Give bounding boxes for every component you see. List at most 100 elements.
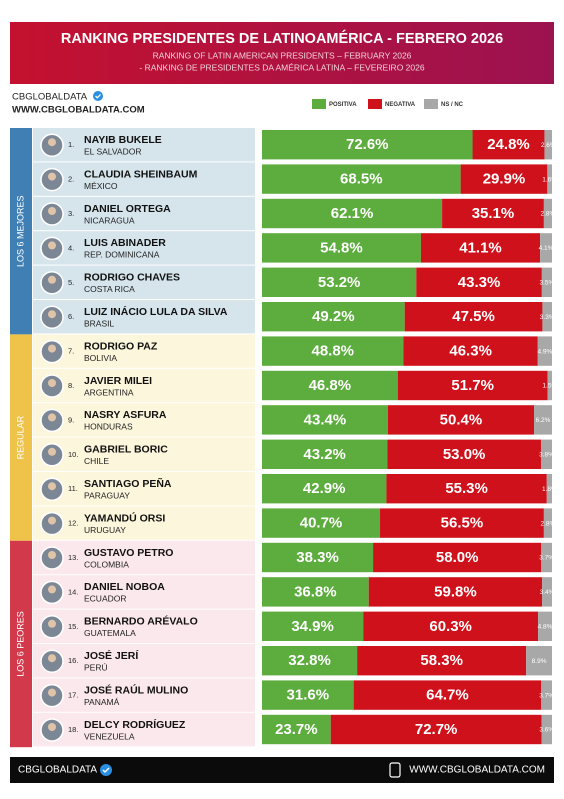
- avatar-head: [48, 654, 56, 663]
- value-label: 41.1%: [459, 239, 502, 256]
- rank: 12.: [68, 519, 78, 528]
- rank: 6.: [68, 312, 74, 321]
- bar-segment: [541, 267, 552, 297]
- bar-segment: [262, 302, 405, 332]
- bar-segment: [262, 577, 369, 607]
- country: GUATEMALA: [84, 628, 136, 638]
- avatar-head: [48, 516, 56, 525]
- group-label: LOS 6 PEORES: [15, 611, 25, 677]
- bar-segment: [262, 164, 461, 194]
- legend: POSITIVA NEGATIVA NS / NC: [312, 99, 464, 109]
- bar-segment: [460, 164, 548, 194]
- value-label: 3.8%: [539, 452, 554, 459]
- row-background: [33, 472, 255, 506]
- bar-segment: [540, 233, 552, 263]
- avatar-head: [48, 138, 56, 147]
- country: PARAGUAY: [84, 490, 130, 500]
- bar-segment: [538, 611, 552, 641]
- avatar-head: [48, 241, 56, 250]
- footer-brand: CBGLOBALDATA: [18, 765, 97, 776]
- bar-segment: [543, 508, 552, 538]
- value-label: 3.4%: [540, 589, 555, 596]
- value-label: 47.5%: [452, 308, 495, 325]
- row-background: [33, 196, 255, 231]
- legend-label: POSITIVA: [329, 102, 357, 108]
- value-label: 2.8%: [541, 520, 556, 527]
- value-label: 43.2%: [303, 446, 346, 463]
- value-label: 1.8%: [542, 486, 557, 493]
- value-label: 55.3%: [445, 480, 488, 497]
- bar-segment: [387, 405, 535, 435]
- president-name: NASRY ASFURA: [84, 409, 167, 421]
- rank: 15.: [68, 622, 78, 631]
- avatar-head: [48, 688, 56, 697]
- rank: 14.: [68, 587, 78, 596]
- bar-segment: [540, 439, 552, 469]
- rank: 7.: [68, 347, 74, 356]
- bar-segment: [543, 198, 552, 229]
- bar-segment: [420, 233, 541, 263]
- country: REP. DOMINICANA: [84, 250, 160, 260]
- avatar-head: [48, 207, 56, 215]
- president-name: DANIEL ORTEGA: [84, 203, 171, 215]
- president-name: CLAUDIA SHEINBAUM: [84, 168, 198, 180]
- legend-label: NEGATIVA: [385, 102, 416, 108]
- bar-segment: [262, 267, 417, 297]
- bar-segment: [442, 198, 544, 229]
- verified-badge: [100, 764, 112, 776]
- country: BRASIL: [84, 318, 115, 328]
- value-label: 3.7%: [539, 692, 554, 699]
- row-background: [33, 265, 255, 299]
- value-label: 1.6%: [542, 176, 557, 183]
- rank: 18.: [68, 725, 78, 734]
- bar-segment: [380, 508, 544, 538]
- value-label: 46.8%: [309, 377, 352, 394]
- bar-segment: [262, 198, 443, 229]
- value-label: 29.9%: [483, 171, 526, 188]
- value-label: 3.6%: [539, 727, 554, 734]
- value-label: 59.8%: [434, 583, 477, 600]
- value-label: 6.2%: [536, 417, 551, 424]
- value-label: 36.8%: [294, 583, 337, 600]
- bar-segment: [387, 439, 541, 469]
- value-label: 48.8%: [311, 343, 354, 360]
- country: URUGUAY: [84, 525, 126, 535]
- bar-segment: [541, 542, 552, 573]
- bar-segment: [262, 405, 388, 435]
- bar-segment: [368, 577, 543, 607]
- value-label: 58.3%: [420, 652, 463, 669]
- value-label: 53.2%: [318, 274, 361, 291]
- bar-segment: [262, 714, 331, 745]
- value-label: 4.8%: [538, 624, 553, 631]
- rank: 4.: [68, 243, 74, 252]
- avatar-head: [48, 172, 56, 181]
- bar-segment: [357, 646, 527, 676]
- bar-segment: [541, 714, 552, 745]
- value-label: 58.0%: [436, 549, 479, 566]
- bar-segment: [262, 508, 381, 538]
- president-name: JOSÉ RAÚL MULINO: [84, 683, 188, 696]
- value-label: 4.1%: [539, 245, 554, 252]
- row-background: [33, 712, 255, 747]
- value-label: 72.7%: [415, 721, 458, 738]
- avatar-head: [48, 551, 56, 559]
- bar-segment: [534, 405, 552, 435]
- group-strip: [10, 128, 32, 335]
- avatar-head: [48, 585, 56, 594]
- country: VENEZUELA: [84, 731, 135, 741]
- value-label: 24.8%: [487, 136, 530, 153]
- country: EL SALVADOR: [84, 146, 141, 156]
- rank: 17.: [68, 691, 78, 700]
- legend-swatch: [368, 99, 382, 109]
- value-label: 2.6%: [541, 142, 556, 149]
- bar-segment: [353, 680, 542, 710]
- value-label: 46.3%: [449, 343, 492, 360]
- bar-segment: [262, 130, 473, 160]
- rank: 2.: [68, 175, 74, 184]
- group-strip: [10, 540, 32, 748]
- bar-segment: [404, 302, 543, 332]
- bar-segment: [330, 714, 542, 745]
- value-label: 34.9%: [291, 618, 334, 635]
